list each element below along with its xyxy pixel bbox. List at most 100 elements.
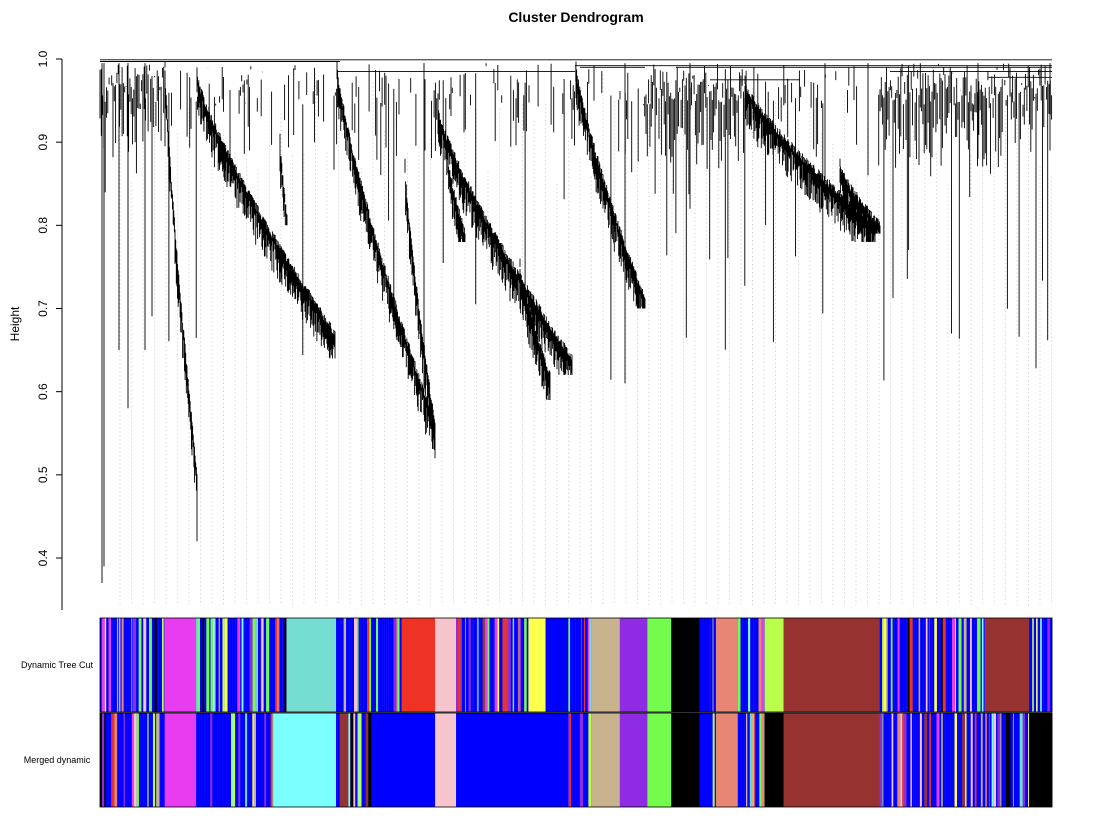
module-stripe — [499, 618, 503, 712]
module-stripe — [201, 713, 205, 807]
module-stripe — [1017, 713, 1020, 807]
module-stripe — [163, 713, 165, 807]
module-stripe — [112, 713, 115, 807]
module-stripe — [138, 618, 142, 712]
module-stripe — [140, 713, 144, 807]
module-stripe — [222, 713, 224, 807]
module-stripe — [243, 713, 246, 807]
module-stripe — [936, 618, 940, 712]
module-stripe — [757, 713, 759, 807]
module-stripe — [916, 618, 919, 712]
module-stripe — [744, 713, 746, 807]
module-stripe — [250, 713, 253, 807]
y-axis: 0.4 0.5 0.6 0.7 0.8 0.9 1.0 — [36, 50, 63, 610]
module-stripe — [484, 618, 488, 712]
module-stripe — [977, 713, 981, 807]
module-stripe — [1049, 618, 1052, 712]
module-stripe — [711, 713, 713, 807]
module-stripe — [108, 713, 112, 807]
module-stripe — [121, 618, 124, 712]
y-tick-label: 0.4 — [36, 549, 50, 566]
dendrogram-tree — [99, 59, 1053, 605]
module-stripe — [933, 713, 937, 807]
module-stripe — [702, 618, 704, 712]
module-stripe — [253, 713, 256, 807]
module-stripe — [143, 618, 147, 712]
chart-title: Cluster Dendrogram — [508, 9, 643, 25]
module-stripe — [961, 618, 963, 712]
module-stripe — [758, 618, 762, 712]
module-stripe — [897, 618, 900, 712]
module-stripe — [988, 713, 990, 807]
module-stripe — [104, 618, 107, 712]
module-stripe — [581, 618, 584, 712]
module-stripe — [911, 713, 914, 807]
module-stripe — [119, 713, 122, 807]
module-stripe — [1004, 713, 1006, 807]
module-stripe — [580, 618, 582, 712]
module-stripe — [746, 618, 749, 712]
module-stripe — [100, 713, 103, 807]
module-stripe — [959, 713, 961, 807]
module-stripe — [490, 618, 494, 712]
module-stripe — [131, 713, 134, 807]
module-block — [783, 618, 881, 712]
module-stripe — [913, 713, 916, 807]
module-stripe — [950, 713, 954, 807]
module-stripe — [1000, 713, 1002, 807]
module-stripe — [241, 618, 244, 712]
module-stripe — [212, 713, 214, 807]
module-stripe — [156, 618, 159, 712]
module-stripe — [906, 618, 908, 712]
module-stripe — [260, 618, 262, 712]
module-stripe — [900, 713, 903, 807]
module-stripe — [737, 713, 739, 807]
module-stripe — [570, 618, 573, 712]
module-stripe — [967, 713, 971, 807]
module-stripe — [222, 618, 225, 712]
module-stripe — [456, 618, 458, 712]
module-stripe — [934, 618, 937, 712]
module-stripe — [219, 713, 223, 807]
module-stripe — [228, 713, 231, 807]
module-stripe — [199, 618, 203, 712]
module-stripe — [371, 713, 374, 807]
module-stripe — [750, 618, 754, 712]
module-stripe — [148, 713, 151, 807]
module-stripe — [1047, 618, 1050, 712]
module-stripe — [1005, 713, 1009, 807]
module-block — [273, 713, 337, 807]
module-stripe — [261, 713, 263, 807]
module-stripe — [138, 713, 141, 807]
module-stripe — [376, 618, 379, 712]
module-stripe — [244, 618, 247, 712]
module-stripe — [266, 618, 270, 712]
module-stripe — [983, 713, 986, 807]
module-stripe — [983, 618, 985, 712]
module-stripe — [494, 618, 498, 712]
module-stripe — [572, 713, 576, 807]
module-stripe — [217, 713, 220, 807]
module-stripe — [759, 713, 762, 807]
module-stripe — [100, 618, 102, 712]
module-stripe — [1010, 713, 1012, 807]
module-stripe — [268, 713, 271, 807]
module-block — [401, 618, 436, 712]
module-stripe — [703, 618, 707, 712]
module-stripe — [970, 618, 972, 712]
color-row-label: Merged dynamic — [24, 755, 91, 765]
module-stripe — [705, 713, 708, 807]
branch-guides — [119, 67, 1052, 605]
module-stripe — [480, 618, 483, 712]
module-stripe — [942, 618, 946, 712]
module-stripe — [754, 713, 756, 807]
module-stripe — [504, 618, 508, 712]
module-stripe — [915, 713, 918, 807]
module-stripe — [196, 713, 198, 807]
module-stripe — [1025, 713, 1029, 807]
module-stripe — [966, 713, 968, 807]
module-stripe — [971, 618, 975, 712]
module-stripe — [572, 618, 576, 712]
module-stripe — [278, 618, 280, 712]
